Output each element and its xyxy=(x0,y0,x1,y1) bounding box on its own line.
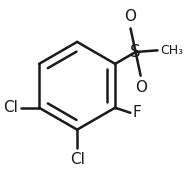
Text: F: F xyxy=(133,105,142,120)
Text: CH₃: CH₃ xyxy=(160,44,183,57)
Text: O: O xyxy=(135,80,147,95)
Text: Cl: Cl xyxy=(3,100,18,115)
Text: Cl: Cl xyxy=(70,152,84,167)
Text: S: S xyxy=(130,43,141,61)
Text: O: O xyxy=(125,9,137,24)
